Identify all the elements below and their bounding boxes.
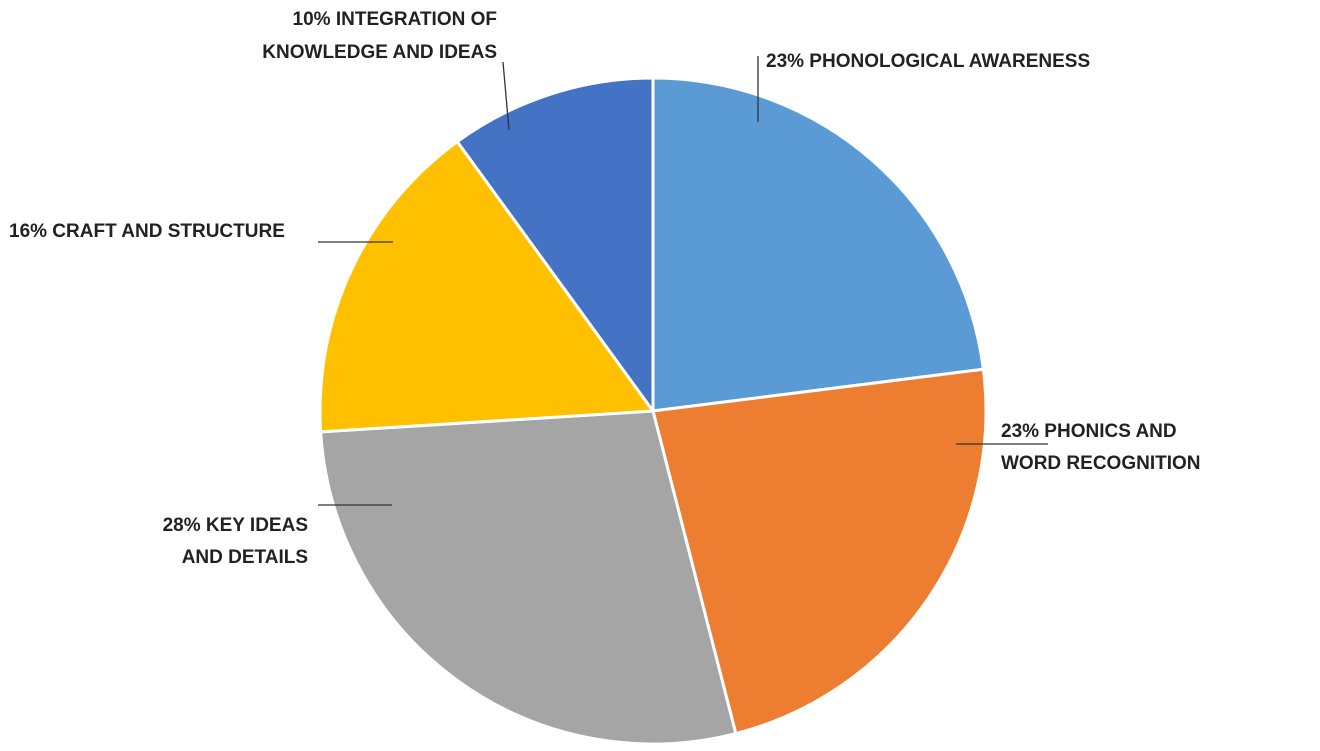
slice-labels: 23% PHONOLOGICAL AWARENESS 23% PHONICS AN… [9,9,1201,568]
slice-label-key-ideas: 28% KEY IDEAS AND DETAILS [163,515,308,568]
slice-label-line: AND DETAILS [182,547,308,568]
pie-slice-craft [318,140,655,434]
slice-label-line: WORD RECOGNITION [1001,453,1201,474]
slice-label-line: KNOWLEDGE AND IDEAS [262,42,497,63]
pie-slice-integration [455,76,655,413]
leader-line-integration [502,61,510,131]
slice-label-phonological: 23% PHONOLOGICAL AWARENESS [766,51,1090,72]
leader-lines [318,56,1048,506]
slice-label-line: 23% PHONICS AND [1001,421,1177,442]
slice-label-craft: 16% CRAFT AND STRUCTURE [9,221,285,242]
slice-label-integration: 10% INTEGRATION OF KNOWLEDGE AND IDEAS [262,9,497,63]
slice-label-line: 23% PHONOLOGICAL AWARENESS [766,51,1090,72]
pie-slice-key-ideas [319,409,738,746]
slice-label-line: 28% KEY IDEAS [163,515,308,536]
pie-slice-phonics [651,367,988,736]
slice-label-phonics: 23% PHONICS AND WORD RECOGNITION [1001,421,1201,474]
slice-label-line: 16% CRAFT AND STRUCTURE [9,221,285,242]
slice-label-line: 10% INTEGRATION OF [293,9,497,30]
pie-slice-phonological [651,76,985,413]
pie-slices [318,76,988,746]
